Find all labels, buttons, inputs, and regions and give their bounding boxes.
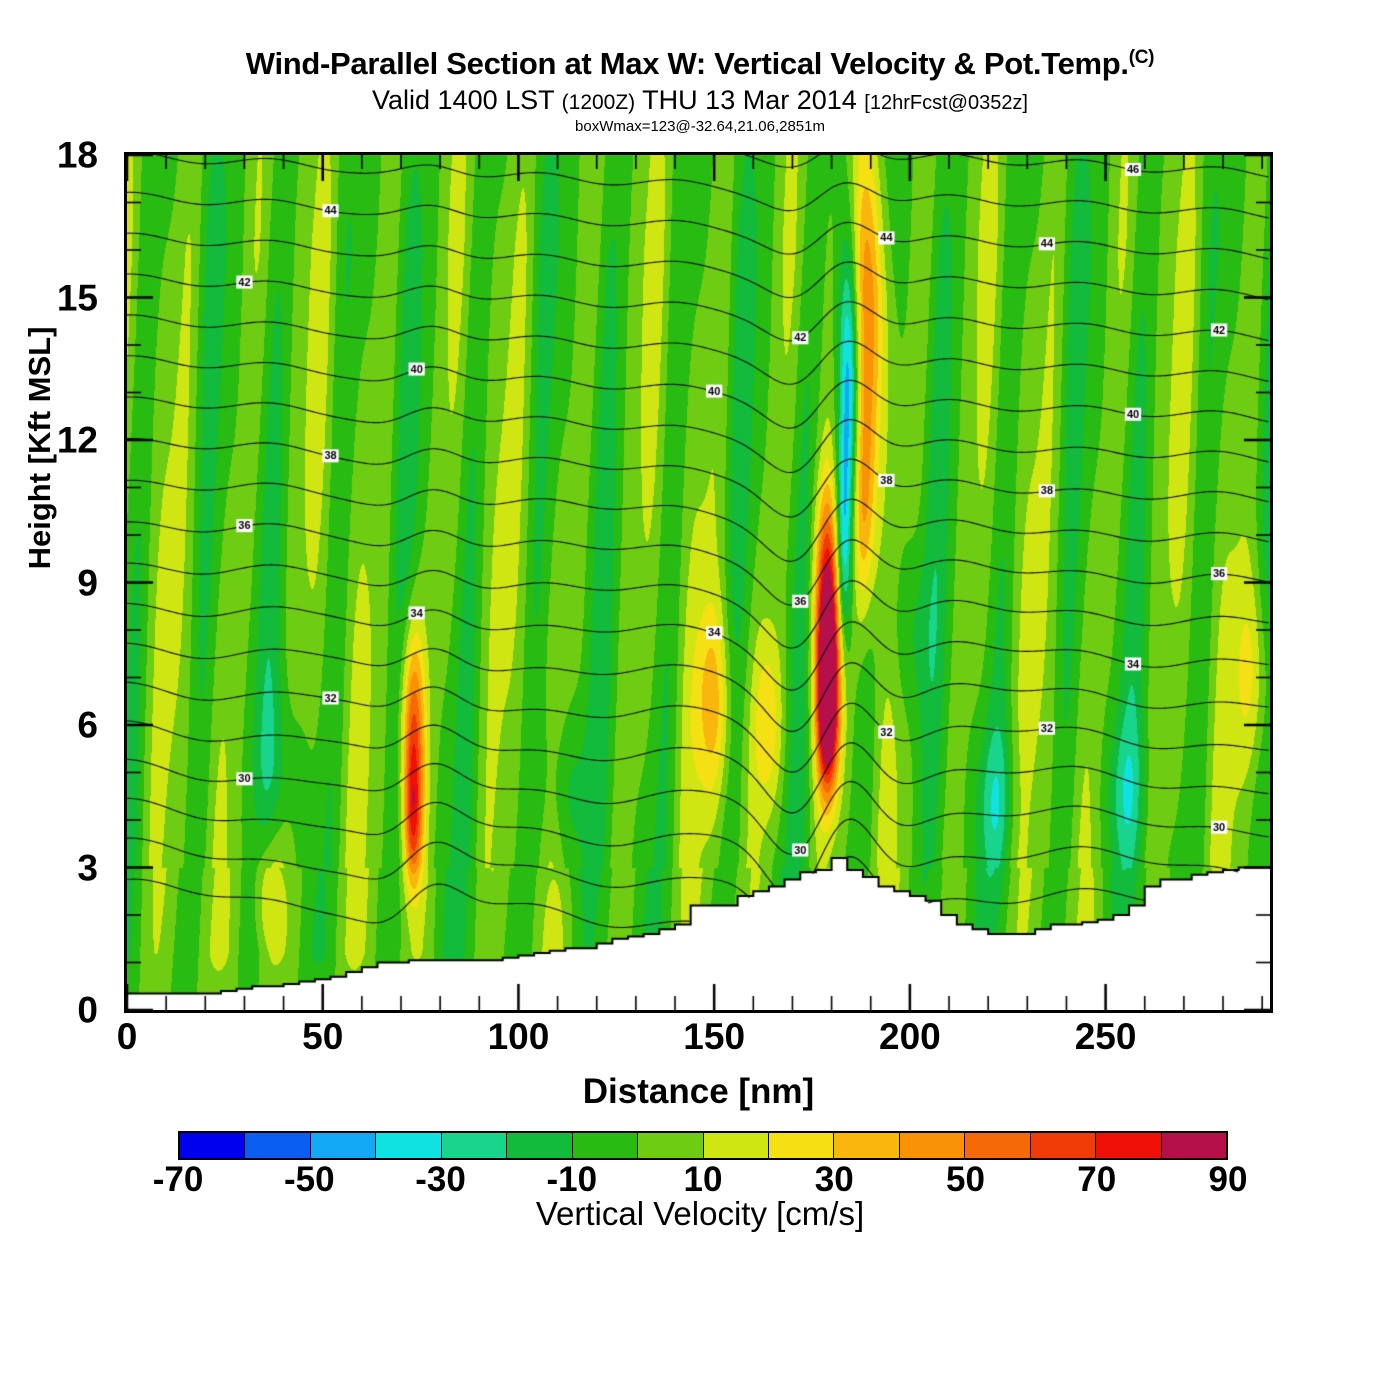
colorbar-segment: [310, 1133, 377, 1158]
plot-area: [124, 152, 1273, 1013]
forecast-tag: [12hrFcst@0352z]: [864, 92, 1028, 114]
colorbar-segment: [965, 1133, 1031, 1158]
colorbar-tick-label: 30: [814, 1160, 854, 1199]
x-tick-label: 0: [116, 1016, 138, 1057]
x-tick-label: 200: [879, 1016, 941, 1057]
valid-prefix: Valid 1400 LST: [372, 85, 562, 115]
boxwmax-annotation: boxWmax=123@-32.64,21.06,2851m: [575, 118, 825, 135]
subtitle: Valid 1400 LST (1200Z) THU 13 Mar 2014 […: [0, 87, 1400, 114]
colorbar-segment: [638, 1133, 704, 1158]
main-title-text: Wind-Parallel Section at Max W: Vertical…: [245, 46, 1129, 81]
x-axis-title: Distance [nm]: [582, 1072, 815, 1111]
valid-zulu: (1200Z): [561, 91, 636, 114]
colorbar-segment: [1096, 1133, 1162, 1158]
colorbar: [178, 1131, 1228, 1160]
x-tick-label: 150: [683, 1016, 746, 1057]
colorbar-block: -70 -50 -30 -10 10 30 50 70 90: [153, 1131, 1248, 1206]
y-axis-ticks: 0 3 6 9 12 15 18: [0, 137, 112, 1029]
colorbar-segment: [768, 1133, 835, 1158]
colorbar-tick-label: 10: [683, 1160, 723, 1199]
colorbar-segment: [245, 1133, 311, 1158]
y-tick-label: 18: [56, 134, 98, 176]
title-block: Wind-Parallel Section at Max W: Vertical…: [0, 0, 1400, 134]
x-tick-label: 50: [302, 1016, 344, 1057]
y-axis-title: Height [Kft MSL]: [22, 326, 57, 570]
y-tick-label: 0: [77, 989, 98, 1031]
page-title: Wind-Parallel Section at Max W: Vertical…: [0, 48, 1400, 79]
colorbar-segment: [572, 1133, 639, 1158]
vertical-velocity-contour-field: [127, 155, 1270, 1010]
colorbar-title: Vertical Velocity [cm/s]: [535, 1195, 865, 1232]
colorbar-tick-labels: -70 -50 -30 -10 10 30 50 70 90: [153, 1160, 1248, 1206]
colorbar-segment: [1030, 1133, 1097, 1158]
colorbar-tick-label: -70: [152, 1160, 204, 1199]
y-tick-label: 12: [56, 419, 98, 461]
colorbar-segment: [834, 1133, 900, 1158]
colorbar-tick-label: 90: [1208, 1160, 1248, 1199]
colorbar-segment: [1161, 1133, 1226, 1158]
y-tick-label: 3: [77, 847, 98, 888]
y-tick-label: 15: [56, 277, 98, 318]
colorbar-segment: [703, 1133, 769, 1158]
copyright-mark: (C): [1128, 47, 1155, 68]
colorbar-segment: [441, 1133, 508, 1158]
x-tick-label: 100: [487, 1016, 550, 1057]
colorbar-segment: [376, 1133, 442, 1158]
colorbar-segment: [899, 1133, 966, 1158]
colorbar-tick-label: -10: [546, 1160, 598, 1199]
colorbar-tick-label: -50: [283, 1160, 335, 1199]
colorbar-tick-label: 50: [946, 1160, 985, 1199]
y-tick-label: 6: [77, 704, 98, 746]
x-tick-label: 250: [1074, 1016, 1137, 1057]
colorbar-tick-label: -30: [415, 1160, 466, 1199]
colorbar-segment: [507, 1133, 573, 1158]
colorbar-segment: [180, 1133, 246, 1158]
x-axis-ticks: 0 50 100 150 200 250: [117, 1016, 1273, 1078]
colorbar-tick-label: 70: [1077, 1160, 1117, 1199]
y-tick-label: 9: [77, 562, 98, 603]
valid-date: THU 13 Mar 2014: [635, 85, 865, 115]
